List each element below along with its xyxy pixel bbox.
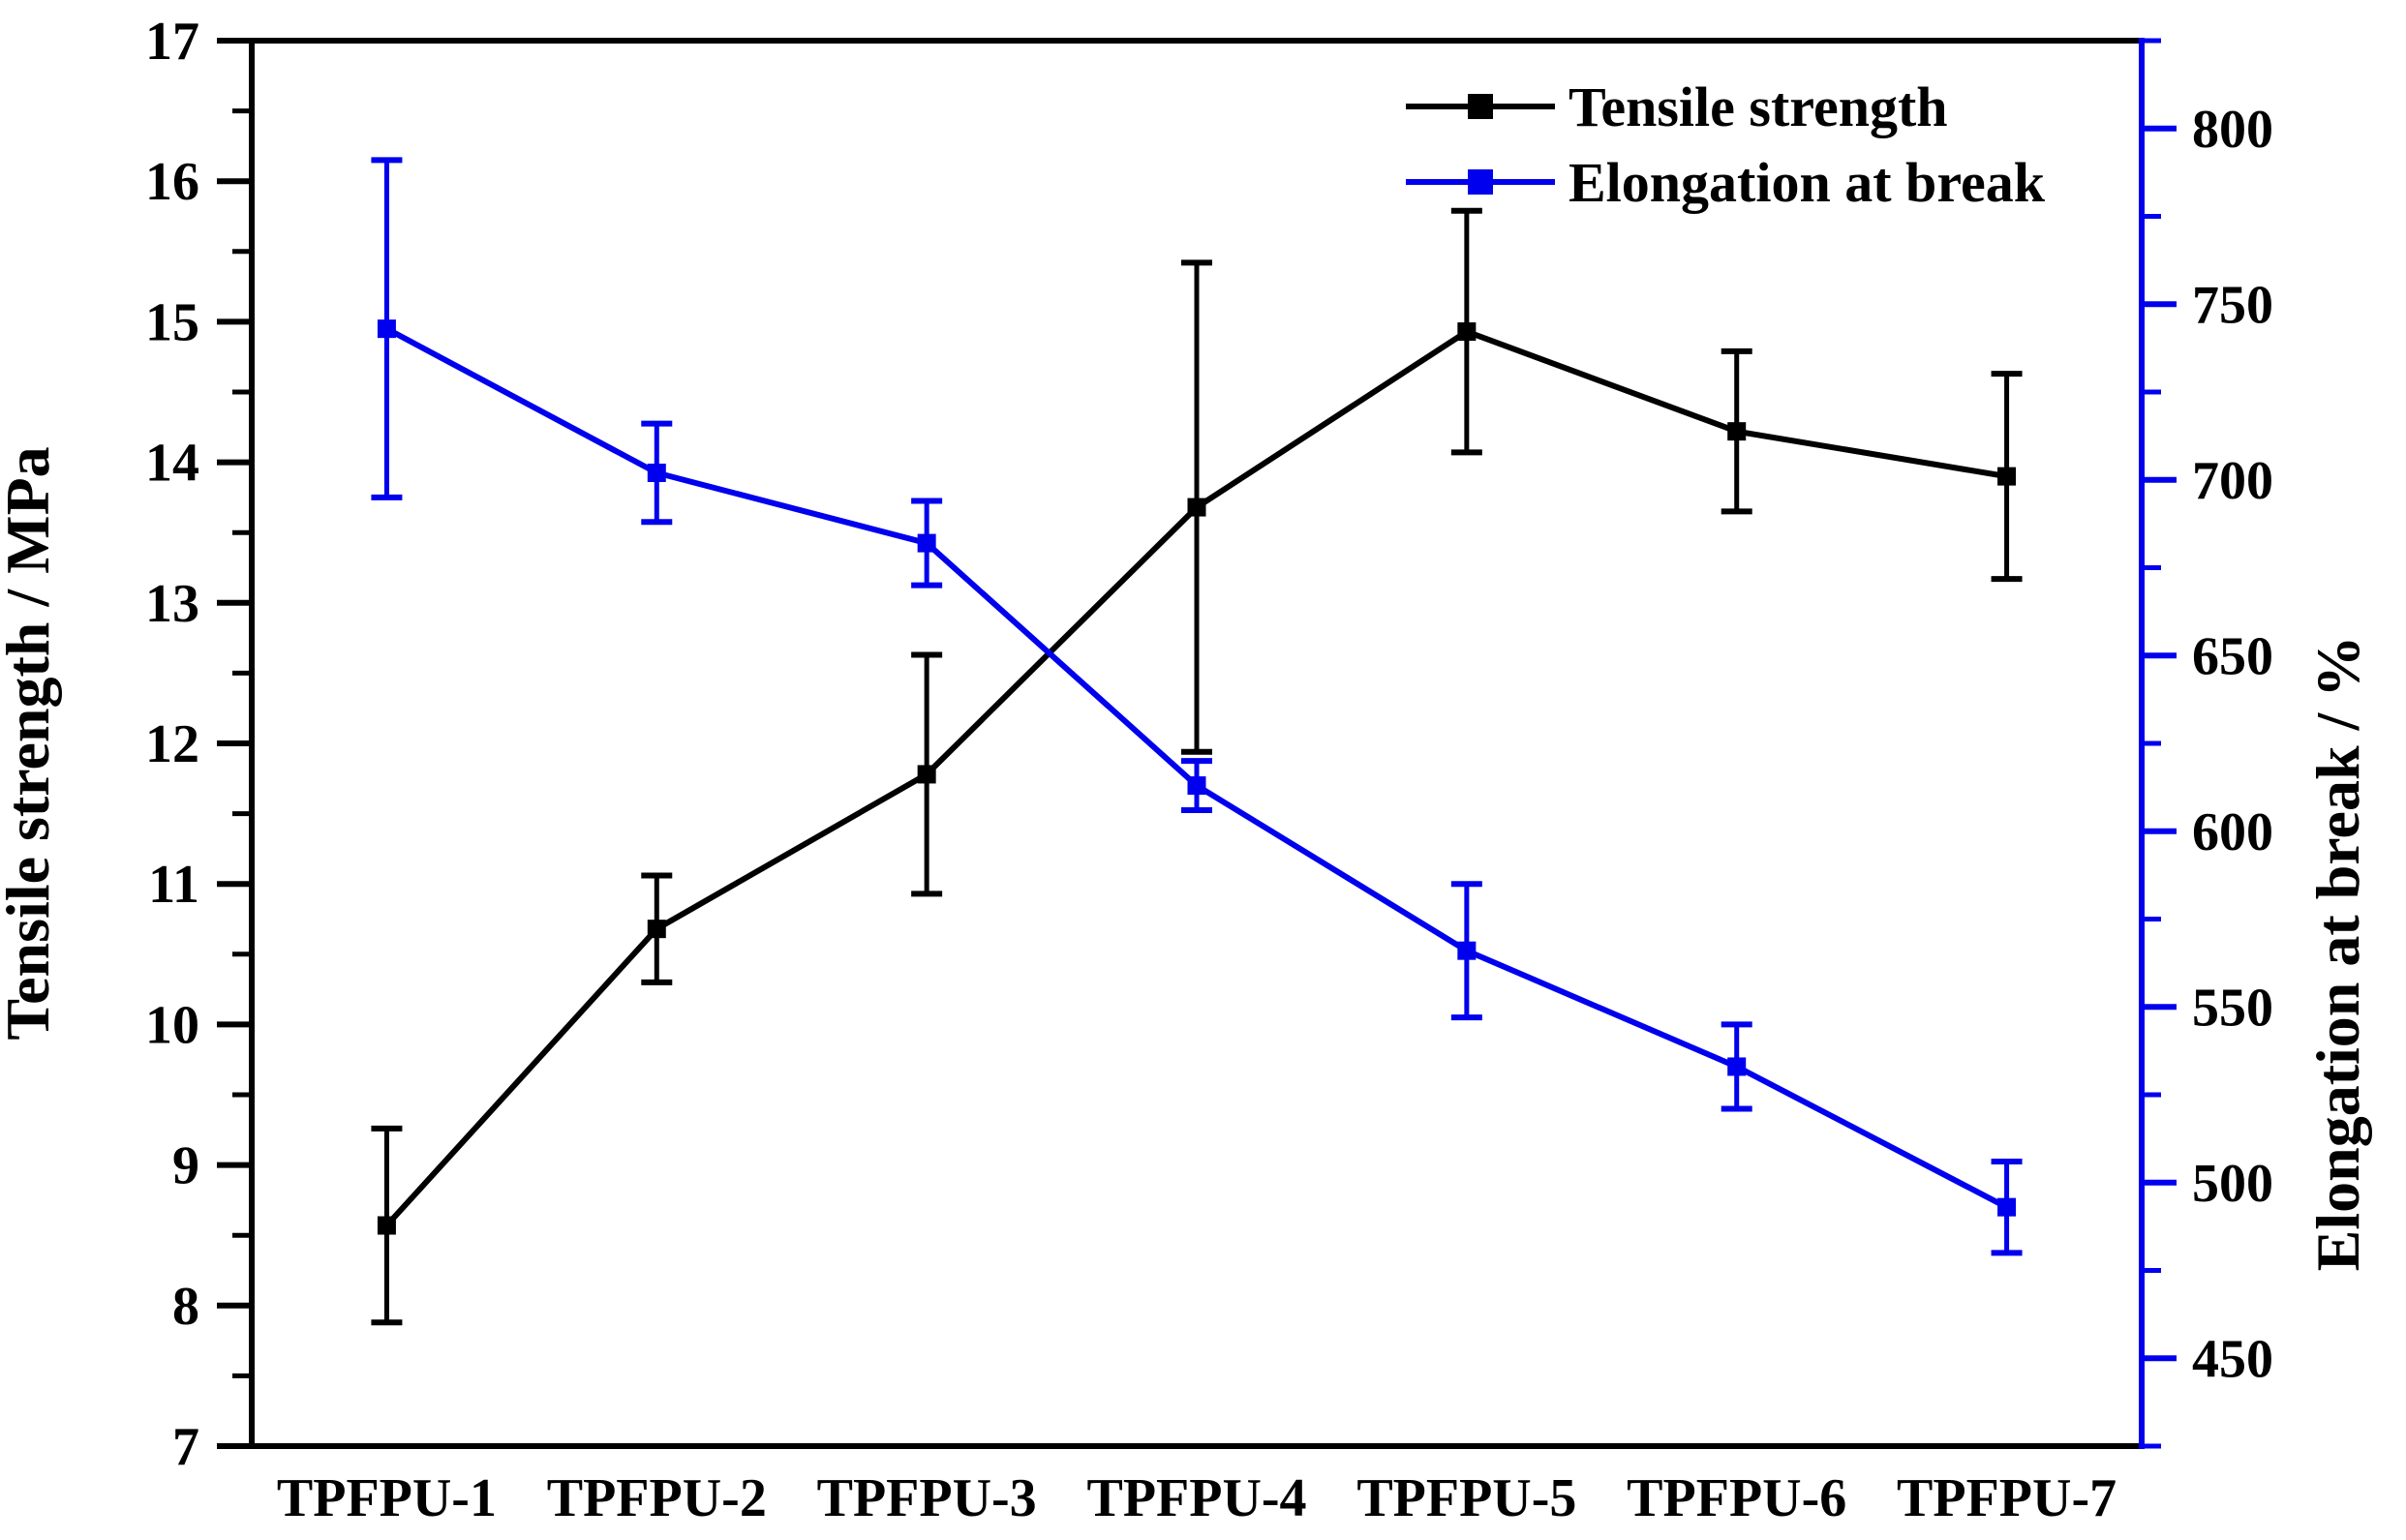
data-marker-square: [1727, 1057, 1747, 1076]
data-marker-square: [1727, 422, 1747, 441]
x-category-label: TPFPU-7: [1897, 1468, 2117, 1528]
data-marker-square: [1997, 467, 2017, 486]
left-tick-label: 15: [145, 292, 199, 352]
data-marker-square: [647, 920, 666, 939]
right-tick-label: 550: [2192, 978, 2273, 1038]
x-category-label: TPFPU-2: [547, 1468, 767, 1528]
data-marker-square: [1457, 941, 1477, 960]
left-tick-label: 10: [145, 995, 199, 1055]
left-tick-label: 16: [145, 152, 199, 212]
legend-item-tensile-strength: Tensile strength: [1406, 75, 1948, 138]
x-category-label: TPFPU-6: [1627, 1468, 1846, 1528]
data-marker-square: [1997, 1197, 2017, 1217]
left-tick-label: 13: [145, 574, 199, 634]
right-axis-title: Elongation at break / %: [2303, 636, 2372, 1272]
right-tick-label: 650: [2192, 626, 2273, 686]
right-tick-label: 750: [2192, 275, 2273, 335]
right-tick-label: 500: [2192, 1154, 2273, 1214]
x-category-label: TPFPU-5: [1356, 1468, 1576, 1528]
x-category-label: TPFPU-3: [817, 1468, 1037, 1528]
data-marker-square: [917, 533, 936, 553]
data-marker-square: [647, 463, 666, 482]
left-tick-label: 14: [145, 434, 199, 494]
left-tick-label: 7: [172, 1417, 199, 1477]
left-tick-label: 8: [172, 1277, 199, 1337]
left-axis-title: Tensile strength / MPa: [0, 446, 62, 1040]
x-category-label: TPFPU-1: [277, 1468, 497, 1528]
legend: Tensile strength Elongation at break: [1406, 75, 2046, 214]
right-tick-label: 600: [2192, 802, 2273, 862]
data-marker-square: [1457, 322, 1477, 342]
data-marker-square: [917, 765, 936, 784]
x-category-label: TPFPU-4: [1086, 1468, 1306, 1528]
left-tick-label: 11: [148, 855, 199, 915]
right-tick-label: 800: [2192, 100, 2273, 160]
data-marker-square: [1187, 776, 1206, 796]
legend-marker-tensile-icon: [1468, 94, 1493, 119]
left-tick-label: 12: [145, 714, 199, 774]
legend-item-elongation: Elongation at break: [1406, 151, 2046, 214]
axes-layer: 7 8 9 10 11 12 13 14 15 16 17 450 500 550 600 650 700 750…: [145, 12, 2273, 1528]
data-marker-square: [377, 1216, 396, 1235]
legend-label-tensile: Tensile strength: [1568, 75, 1948, 138]
data-marker-square: [1187, 498, 1206, 517]
legend-marker-elongation-icon: [1468, 169, 1493, 195]
right-tick-label: 700: [2192, 451, 2273, 511]
right-tick-label: 450: [2192, 1329, 2273, 1389]
legend-label-elongation: Elongation at break: [1568, 151, 2046, 214]
left-tick-label: 17: [145, 12, 199, 72]
left-tick-label: 9: [172, 1136, 199, 1196]
series-layer: [371, 157, 2023, 1326]
data-marker-square: [377, 319, 396, 339]
